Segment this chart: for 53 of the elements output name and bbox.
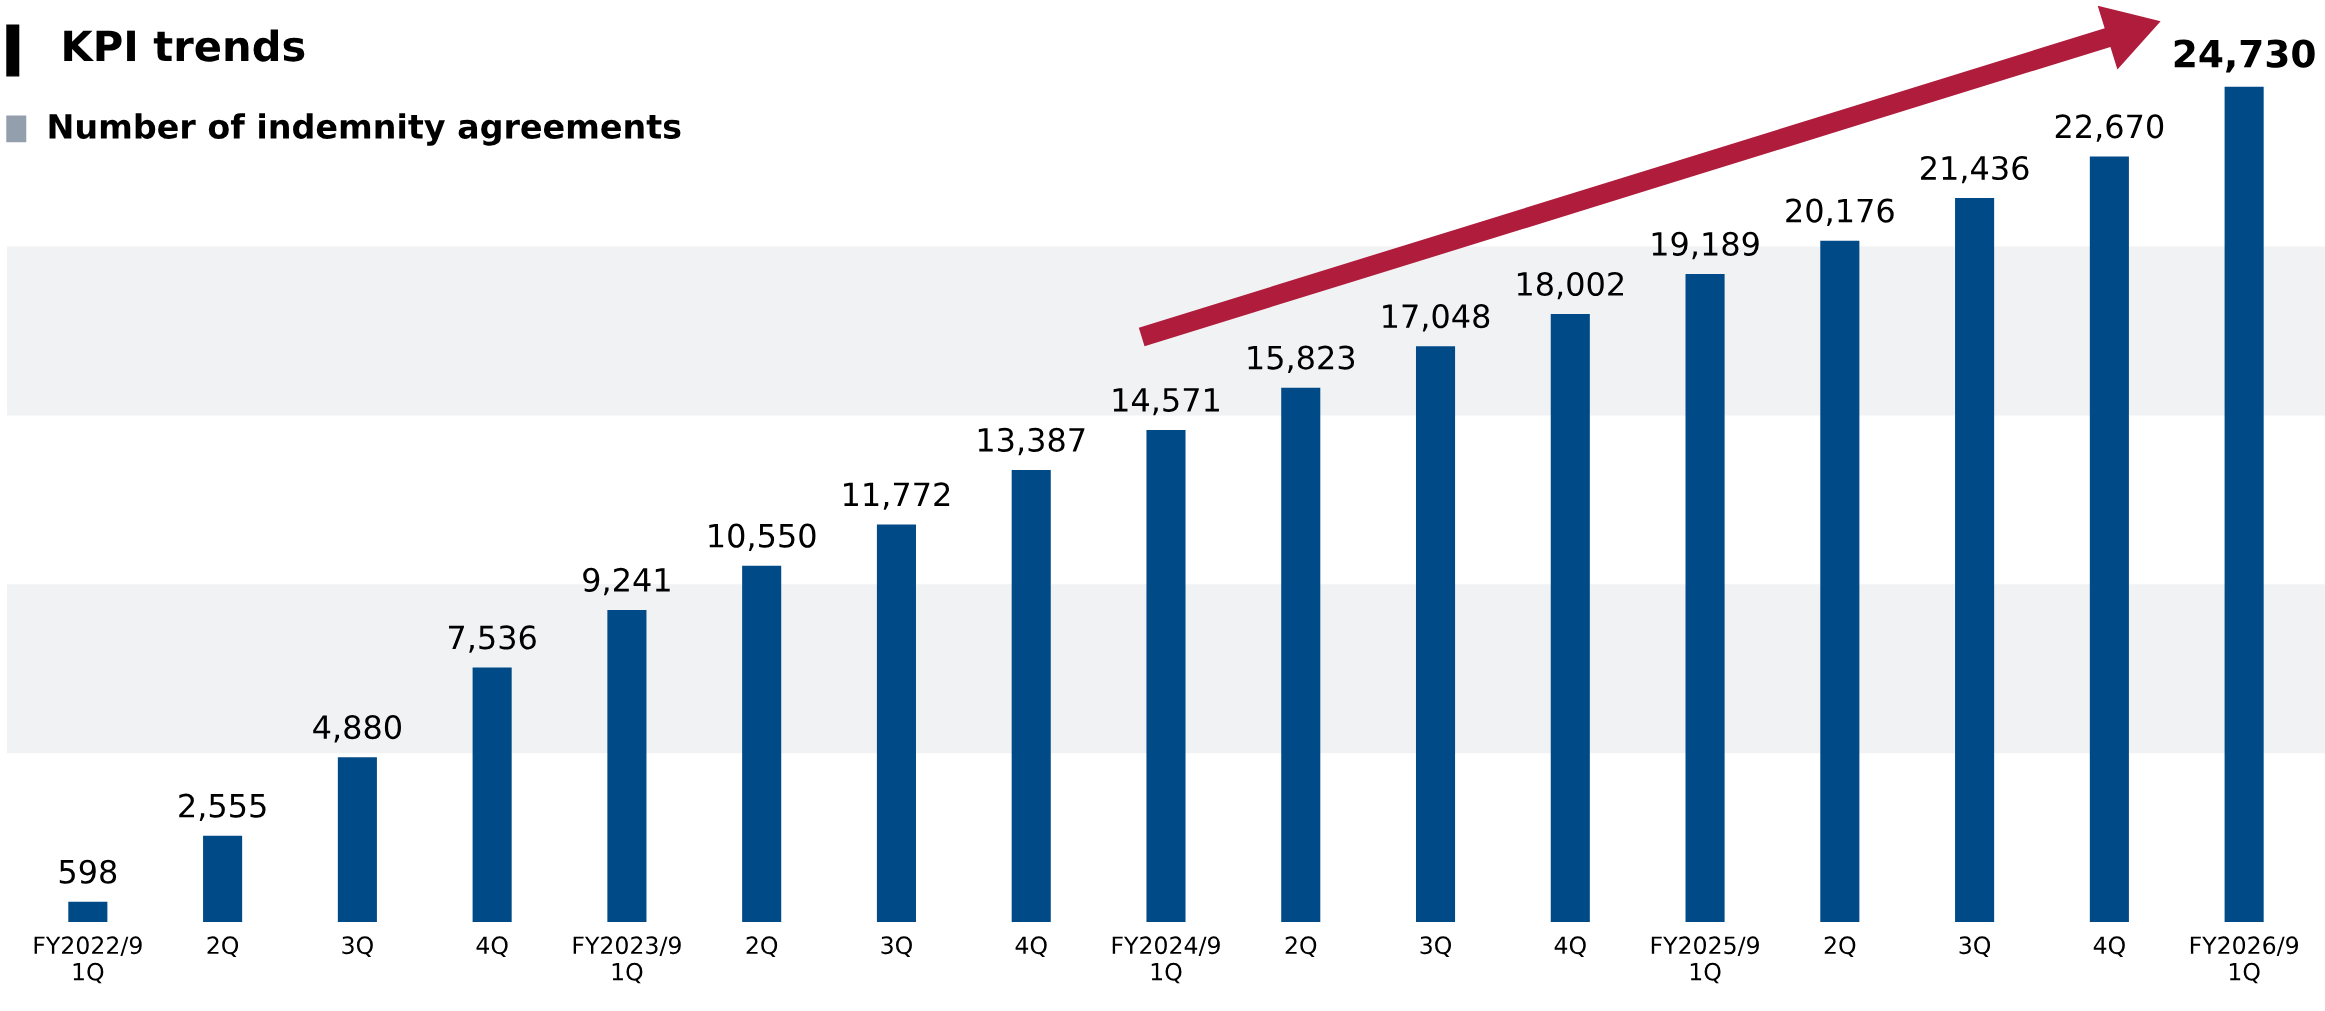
data-label: 21,436 [1921,155,2029,184]
x-tick-label: 3Q [342,936,373,957]
bar [1281,387,1321,923]
bar [1011,469,1051,923]
bar [742,565,782,923]
x-tick-label: FY2024/9 1Q [1112,936,1220,984]
data-label: 22,670 [2055,114,2164,142]
x-tick-label: 4Q [2093,936,2125,957]
text: Number of indemnity agreements [49,113,681,146]
x-tick-label: FY2023/9 1Q [573,936,681,984]
data-label: 7,536 [449,625,536,653]
data-label: 13,387 [978,427,1085,456]
data-label: 20,176 [1786,198,1894,226]
bar [1415,346,1456,923]
data-label: 24,730 [2174,39,2315,73]
bar [1820,240,1860,923]
chart-title: KPI trends [64,29,305,62]
data-label: 598 [59,859,117,884]
x-tick-label: 4Q [1015,936,1047,957]
bar [1146,429,1186,923]
bar [203,835,243,923]
x-tick-label: 2Q [1285,936,1317,957]
x-tick-label: 3Q [1959,936,1991,957]
data-label: 9,241 [583,567,670,596]
data-label: 18,002 [1517,271,1623,300]
bar [2224,86,2264,923]
x-tick-label: 2Q [1824,936,1856,957]
x-tick-label: 3Q [881,936,912,957]
bar [2089,156,2129,923]
x-tick-label: FY2022/9 1Q [34,936,142,984]
data-label: 14,571 [1113,388,1219,416]
data-label: 15,823 [1248,345,1355,373]
data-label: 19,189 [1652,231,1759,260]
x-tick-label: FY2026/9 1Q [2190,936,2299,984]
x-tick-label: 3Q [1420,936,1451,957]
x-tick-label: 2Q [746,936,778,957]
data-label: 2,555 [179,793,266,821]
data-label: 4,880 [313,715,401,743]
bar [68,901,108,923]
data-label: 11,772 [844,482,950,510]
x-tick-label: 2Q [207,936,239,957]
x-tick-label: 4Q [1554,936,1586,957]
bar [876,524,916,923]
bar [1955,198,1995,923]
bar [472,667,512,923]
x-tick-label: FY2025/9 1Q [1651,936,1759,984]
x-tick-label: 4Q [476,936,508,957]
data-label: 10,550 [709,523,816,551]
bar [1550,314,1590,923]
bar [607,609,647,923]
data-label: 17,048 [1383,304,1490,332]
bar [1685,273,1725,923]
bar [337,757,377,923]
